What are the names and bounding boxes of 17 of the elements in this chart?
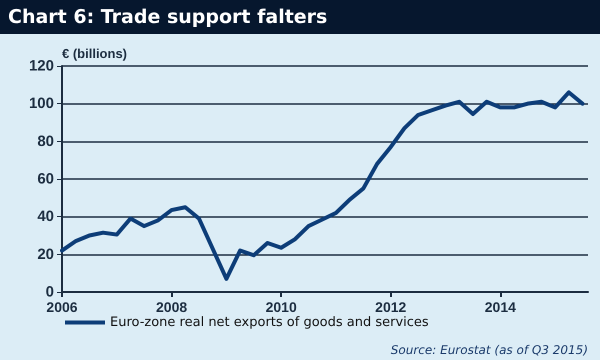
y-tick-label: 20 — [37, 246, 54, 263]
source-note: Source: Eurostat (as of Q3 2015) — [390, 343, 588, 357]
x-tick-label: 2012 — [375, 299, 407, 315]
x-tick-label: 2014 — [484, 299, 516, 315]
y-tick-label: 60 — [37, 170, 54, 188]
chart-title: Chart 6: Trade support falters — [0, 0, 600, 34]
y-axis-title: € (billions) — [62, 46, 127, 61]
y-tick-label: 80 — [37, 132, 54, 150]
y-tick-label: 100 — [28, 95, 54, 112]
y-tick-label: 40 — [37, 208, 54, 226]
y-tick-label: 0 — [46, 284, 54, 300]
legend-label: Euro-zone real net exports of goods and services — [110, 315, 429, 330]
x-tick-label: 2008 — [156, 299, 188, 315]
line-series — [60, 90, 585, 281]
x-tick-label: 2006 — [46, 299, 78, 315]
x-tick-label: 2010 — [266, 299, 297, 315]
y-tick-label: 120 — [28, 58, 54, 74]
